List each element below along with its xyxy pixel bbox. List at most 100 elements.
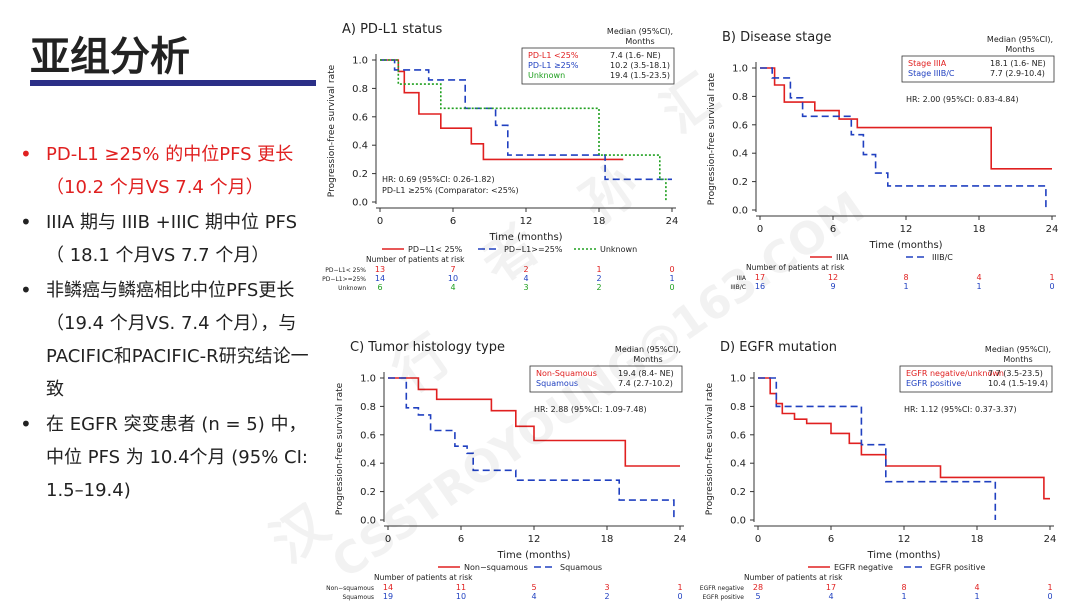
risk-count: 1 — [669, 274, 674, 283]
risk-count: 0 — [669, 265, 674, 274]
y-tick-label: 0.4 — [352, 141, 368, 152]
risk-count: 17 — [755, 273, 765, 282]
x-axis-label: Time (months) — [866, 550, 940, 561]
chart-title: B) Disease stage — [722, 30, 831, 45]
bullet-item: • PD-L1 ≥25% 的中位PFS 更长（10.2 个月VS 7.4 个月） — [20, 138, 320, 204]
legend-header: Median (95%CI), — [985, 345, 1051, 354]
x-tick-label: 24 — [1046, 224, 1059, 235]
risk-count: 6 — [377, 283, 382, 292]
risk-count: 0 — [1047, 592, 1052, 601]
bullet-dot-icon: • — [20, 412, 32, 436]
risk-count: 7 — [450, 265, 455, 274]
x-tick-label: 0 — [385, 534, 391, 545]
x-tick-label: 18 — [593, 216, 606, 227]
legend-header: Months — [625, 37, 654, 46]
legend-label: EGFR positive — [906, 379, 961, 388]
legend-header: Months — [1005, 45, 1034, 54]
x-tick-label: 6 — [450, 216, 456, 227]
risk-table-title: Number of patients at risk — [374, 573, 473, 582]
bullet-text: 非鳞癌与鳞癌相比中位PFS更长（19.4 个月VS. 7.4 个月），与PACI… — [46, 280, 309, 400]
risk-count: 1 — [1047, 583, 1052, 592]
risk-count: 11 — [456, 583, 466, 592]
risk-count: 4 — [531, 592, 536, 601]
legend-value: 10.4 (1.5-19.4) — [988, 379, 1048, 388]
legend-header: Months — [633, 355, 662, 364]
y-tick-label: 0.0 — [352, 198, 368, 209]
risk-row-label: PD−L1< 25% — [325, 267, 366, 274]
legend-value: 7.4 (1.6- NE) — [610, 51, 661, 60]
bullet-dot-icon: • — [20, 278, 32, 302]
risk-count: 1 — [677, 583, 682, 592]
y-tick-label: 0.2 — [360, 487, 376, 498]
bottom-legend-label: Squamous — [560, 563, 602, 572]
x-tick-label: 18 — [973, 224, 986, 235]
x-tick-label: 24 — [666, 216, 679, 227]
hr-text: HR: 2.88 (95%CI: 1.09-7.48) — [534, 405, 647, 414]
y-tick-label: 0.0 — [732, 206, 748, 217]
x-tick-label: 0 — [757, 224, 763, 235]
hr-text: HR: 2.00 (95%CI: 0.83-4.84) — [906, 95, 1019, 104]
legend-box — [529, 365, 683, 393]
bullet-text: PD-L1 ≥25% 的中位PFS 更长（10.2 个月VS 7.4 个月） — [46, 144, 294, 198]
legend-box — [899, 365, 1053, 393]
x-tick-label: 0 — [377, 216, 383, 227]
risk-count: 0 — [669, 283, 674, 292]
legend-value: 19.4 (1.5-23.5) — [610, 71, 670, 80]
legend-value: 7.7 (2.9-10.4) — [990, 69, 1045, 78]
risk-count: 1 — [596, 265, 601, 274]
x-tick-label: 0 — [755, 534, 761, 545]
bullet-list: • PD-L1 ≥25% 的中位PFS 更长（10.2 个月VS 7.4 个月）… — [20, 138, 320, 509]
x-tick-label: 12 — [528, 534, 541, 545]
x-tick-label: 12 — [900, 224, 913, 235]
legend-label: PD-L1 <25% — [528, 51, 579, 60]
risk-count: 4 — [974, 583, 979, 592]
legend-label: Squamous — [536, 379, 578, 388]
x-tick-label: 6 — [458, 534, 464, 545]
legend-value: 7.4 (2.7-10.2) — [618, 379, 673, 388]
y-tick-label: 1.0 — [732, 64, 748, 75]
y-tick-label: 1.0 — [352, 56, 368, 67]
y-tick-label: 0.2 — [730, 487, 746, 498]
y-tick-label: 0.8 — [360, 402, 376, 413]
km-curve — [760, 67, 1047, 210]
risk-count: 14 — [375, 274, 385, 283]
km-curve — [388, 377, 675, 520]
legend-header: Months — [1003, 355, 1032, 364]
bullet-item: • IIIA 期与 IIIB +IIIC 期中位 PFS （ 18.1 个月VS… — [20, 206, 320, 272]
risk-count: 4 — [450, 283, 455, 292]
risk-count: 10 — [456, 592, 466, 601]
x-tick-label: 24 — [674, 534, 687, 545]
risk-row-label: Non−squamous — [326, 585, 374, 592]
y-axis-label: Progression-free survival rate — [335, 382, 345, 515]
km-curve — [380, 59, 624, 161]
risk-count: 2 — [604, 592, 609, 601]
risk-table-title: Number of patients at risk — [744, 573, 843, 582]
legend-label: Non-Squamous — [536, 369, 597, 378]
y-tick-label: 0.6 — [732, 120, 748, 131]
chart-title: C) Tumor histology type — [350, 340, 505, 355]
bullet-text: IIIA 期与 IIIB +IIIC 期中位 PFS （ 18.1 个月VS 7… — [46, 212, 298, 266]
y-tick-label: 0.2 — [732, 177, 748, 188]
bullet-item: • 非鳞癌与鳞癌相比中位PFS更长（19.4 个月VS. 7.4 个月），与PA… — [20, 274, 320, 406]
risk-count: 13 — [375, 265, 385, 274]
risk-row-label: IIIA — [737, 275, 747, 282]
y-tick-label: 0.6 — [360, 430, 376, 441]
legend-value: 18.1 (1.6- NE) — [990, 59, 1046, 68]
x-tick-label: 6 — [830, 224, 836, 235]
km-curve — [388, 377, 680, 467]
risk-count: 0 — [1049, 282, 1054, 291]
bottom-legend-label: Non−squamous — [464, 563, 528, 572]
x-tick-label: 6 — [828, 534, 834, 545]
bottom-legend-label: Unknown — [600, 245, 637, 254]
risk-count: 1 — [974, 592, 979, 601]
risk-count: 28 — [753, 583, 763, 592]
legend-label: Stage IIIB/C — [908, 69, 955, 78]
legend-value: 19.4 (8.4- NE) — [618, 369, 674, 378]
risk-count: 5 — [755, 592, 760, 601]
legend-header: Median (95%CI), — [987, 35, 1053, 44]
bullet-dot-icon: • — [20, 142, 32, 166]
risk-count: 1 — [976, 282, 981, 291]
risk-row-label: EGFR positive — [702, 594, 744, 601]
bottom-legend-label: PD−L1< 25% — [408, 245, 463, 254]
